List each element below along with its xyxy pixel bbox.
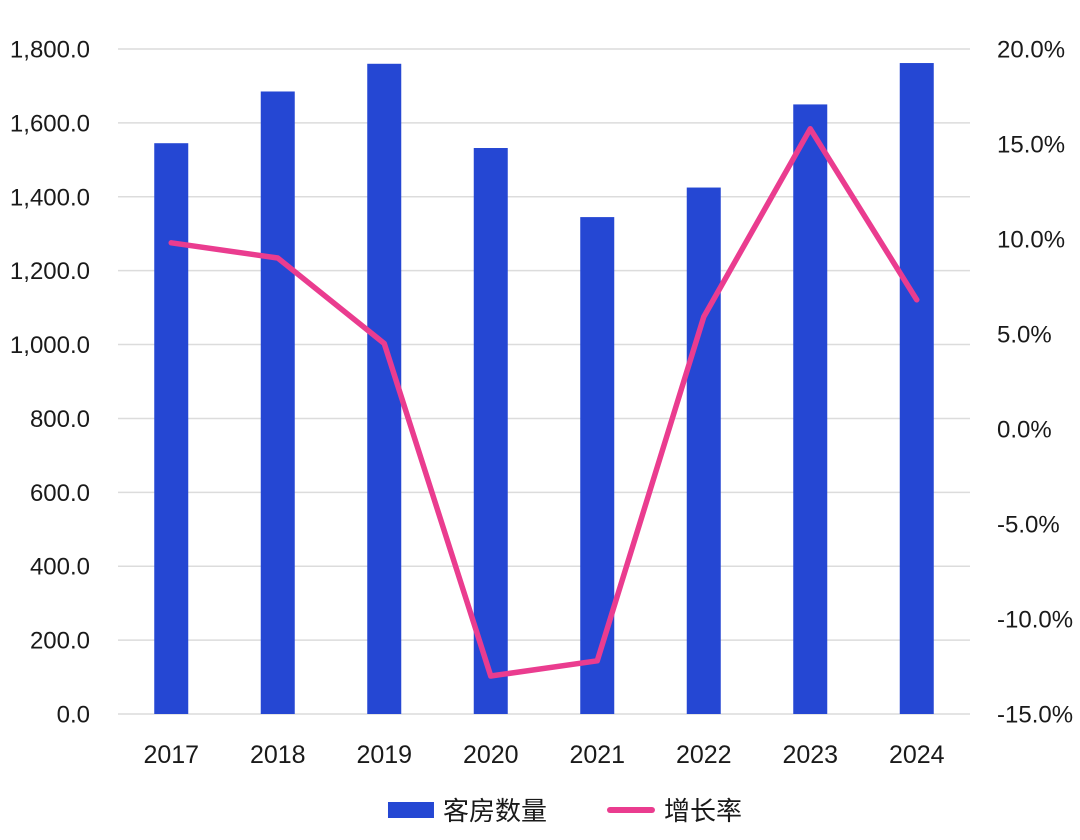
bar-2022 bbox=[686, 187, 721, 714]
left-axis-tick-label: 600.0 bbox=[30, 480, 90, 507]
x-axis-label-2018: 2018 bbox=[250, 741, 306, 769]
bar-series-swatch-icon bbox=[387, 801, 434, 818]
left-axis-tick-label: 200.0 bbox=[30, 628, 90, 655]
x-axis-label-2023: 2023 bbox=[782, 741, 838, 769]
left-axis-tick-label: 1,200.0 bbox=[10, 258, 90, 285]
bar-2021 bbox=[580, 217, 615, 714]
line-series-swatch-icon bbox=[607, 806, 655, 813]
legend-label-rooms: 客房数量 bbox=[442, 796, 547, 826]
combo-chart-canvas: 0.0 200.0 400.0 600.0 800.0 1,000.0 1,200.0 1,4… bbox=[10, 37, 1073, 770]
growth-rate-line bbox=[168, 126, 920, 679]
bar-2023 bbox=[793, 104, 828, 714]
bar-2020 bbox=[473, 148, 508, 714]
x-axis-label-2020: 2020 bbox=[463, 741, 519, 769]
x-axis-label-2022: 2022 bbox=[676, 741, 732, 769]
bar-2018 bbox=[260, 91, 295, 715]
bar-2017 bbox=[154, 143, 189, 715]
legend-label-growth: 增长率 bbox=[664, 796, 743, 826]
chart-legend: 客房数量 增长率 bbox=[387, 791, 742, 828]
x-axis-label-2017: 2017 bbox=[143, 741, 199, 769]
right-axis-tick-label: 0.0% bbox=[997, 417, 1052, 444]
legend-item-growth: 增长率 bbox=[607, 791, 742, 828]
right-axis-tick-label: 10.0% bbox=[997, 227, 1065, 254]
left-axis-tick-label: 400.0 bbox=[30, 554, 90, 581]
right-axis-tick-label: 15.0% bbox=[997, 132, 1065, 159]
left-axis-tick-label: 800.0 bbox=[30, 406, 90, 433]
x-axis-label-2024: 2024 bbox=[889, 741, 945, 769]
left-axis-tick-label: 1,400.0 bbox=[10, 184, 90, 211]
bar-2019 bbox=[367, 63, 402, 715]
bar-2024 bbox=[899, 63, 934, 715]
right-axis-tick-label: 20.0% bbox=[997, 37, 1065, 64]
x-axis-label-2021: 2021 bbox=[569, 741, 625, 769]
x-axis-label-2019: 2019 bbox=[356, 741, 412, 769]
legend-item-rooms: 客房数量 bbox=[387, 791, 547, 828]
right-axis-tick-label: -15.0% bbox=[997, 702, 1073, 729]
right-axis-tick-label: -10.0% bbox=[997, 607, 1073, 634]
left-axis-tick-label: 1,800.0 bbox=[10, 37, 90, 64]
left-axis-tick-label: 1,600.0 bbox=[10, 110, 90, 137]
left-axis-tick-label: 1,000.0 bbox=[10, 332, 90, 359]
left-axis-tick-label: 0.0 bbox=[57, 702, 90, 729]
right-axis-tick-label: -5.0% bbox=[997, 512, 1060, 539]
right-axis-tick-label: 5.0% bbox=[997, 322, 1052, 349]
